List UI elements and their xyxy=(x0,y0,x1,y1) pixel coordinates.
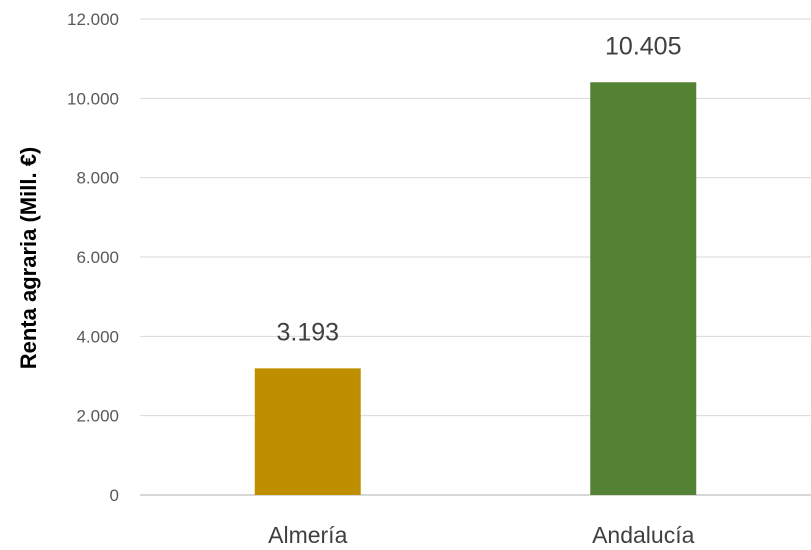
y-axis-ticks: 0 2.000 4.000 6.000 8.000 10.000 12.000 xyxy=(67,10,119,505)
y-axis-title: Renta agraria (Mill. €) xyxy=(16,147,41,370)
data-label: 3.193 xyxy=(276,318,339,346)
data-label: 10.405 xyxy=(605,32,681,60)
y-tick-label: 12.000 xyxy=(67,10,119,29)
x-category-label: Almería xyxy=(268,522,347,548)
y-tick-label: 8.000 xyxy=(76,169,119,188)
y-tick-label: 10.000 xyxy=(67,89,119,108)
y-tick-label: 0 xyxy=(110,486,119,505)
data-labels: 3.193 10.405 xyxy=(276,32,681,346)
bar-1 xyxy=(254,368,361,495)
x-axis-categories: Almería Andalucía xyxy=(268,522,694,548)
y-tick-label: 2.000 xyxy=(76,407,119,426)
y-tick-label: 6.000 xyxy=(76,248,119,267)
x-category-label: Andalucía xyxy=(592,522,695,548)
y-tick-label: 4.000 xyxy=(76,327,119,346)
bar-2 xyxy=(590,82,697,495)
bars xyxy=(254,82,697,495)
gridlines xyxy=(140,18,811,496)
